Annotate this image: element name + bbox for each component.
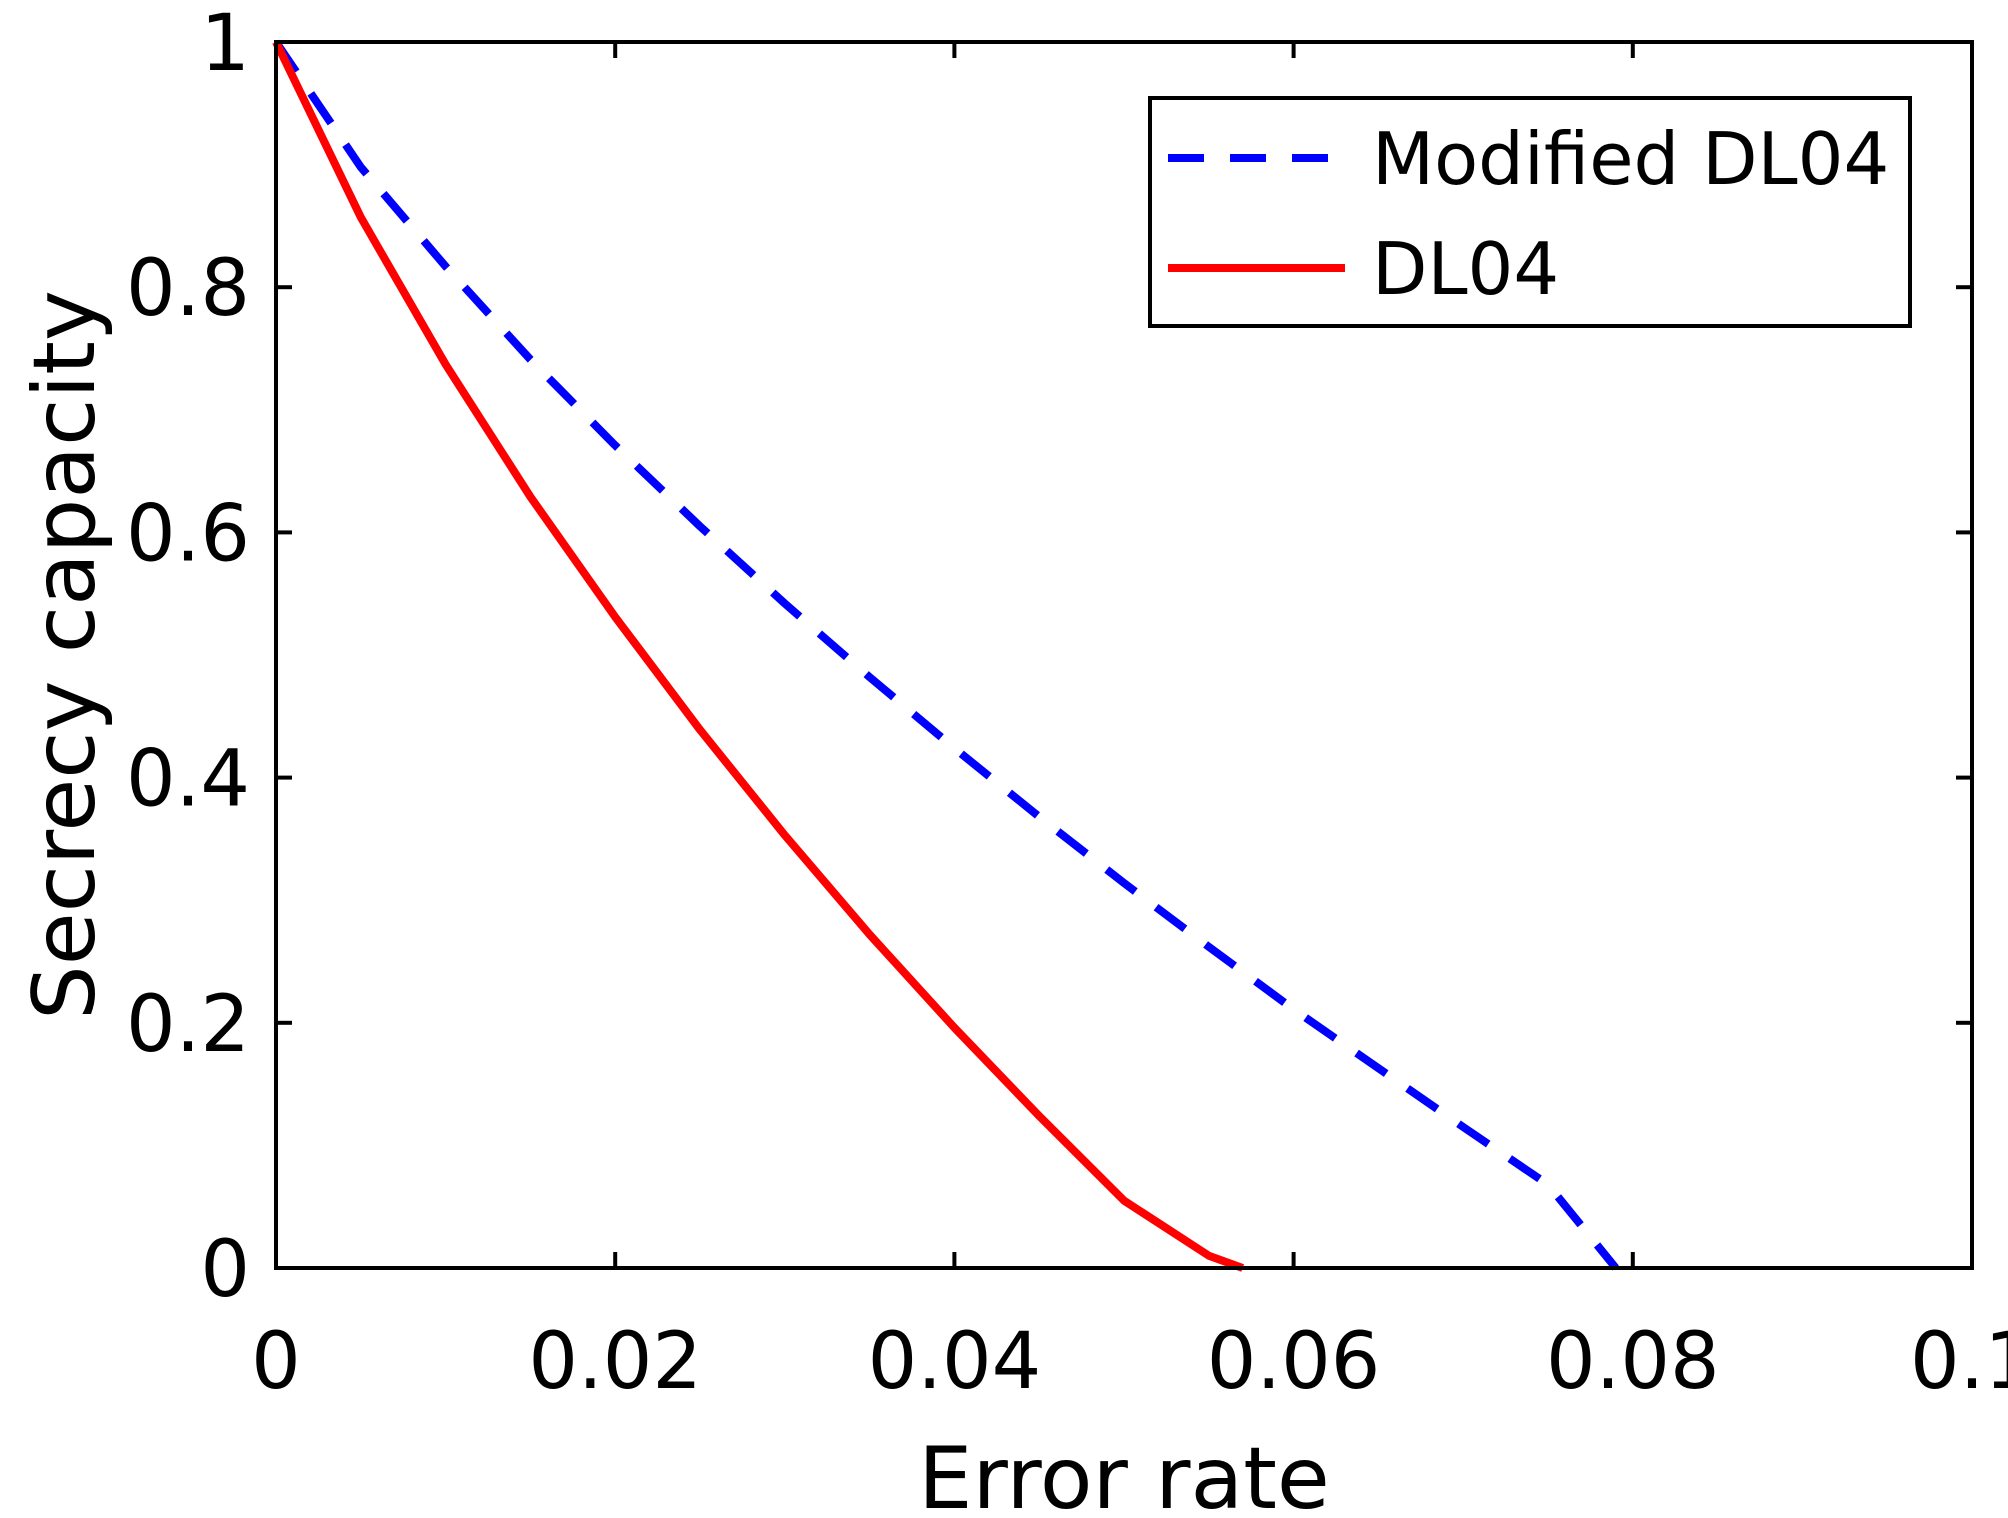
y-tick-label: 0.6 [126, 489, 250, 579]
y-axis-ticks: 0 0.2 0.4 0.6 0.8 1 [126, 0, 1972, 1315]
x-tick-label: 0.08 [1546, 1317, 1720, 1407]
series-layer [272, 39, 1619, 1272]
x-tick-label: 0.02 [528, 1317, 702, 1407]
x-tick-label: 0.1 [1910, 1317, 2008, 1407]
x-tick-label: 0.06 [1207, 1317, 1381, 1407]
y-tick-label: 0.2 [126, 980, 250, 1070]
x-axis-ticks: 0 0.02 0.04 0.06 0.08 0.1 [251, 42, 2008, 1407]
legend-box [1148, 96, 1912, 328]
y-axis-label: Secrecy capacity [15, 290, 115, 1020]
y-tick-label: 1 [200, 0, 250, 89]
series-line-dl04 [272, 40, 1245, 1272]
y-tick-label: 0.8 [126, 244, 250, 334]
y-tick-label: 0.4 [126, 735, 250, 825]
legend-label-dl04: DL04 [1372, 227, 1559, 311]
x-axis-label: Error rate [918, 1429, 1330, 1518]
legend-label-modified-dl04: Modified DL04 [1372, 117, 1889, 201]
x-tick-label: 0 [251, 1317, 301, 1407]
plot-area-frame [274, 40, 1974, 1270]
y-tick-label: 0 [200, 1225, 250, 1315]
x-tick-label: 0.04 [868, 1317, 1042, 1407]
legend: Modified DL04 DL04 [1148, 96, 1912, 328]
